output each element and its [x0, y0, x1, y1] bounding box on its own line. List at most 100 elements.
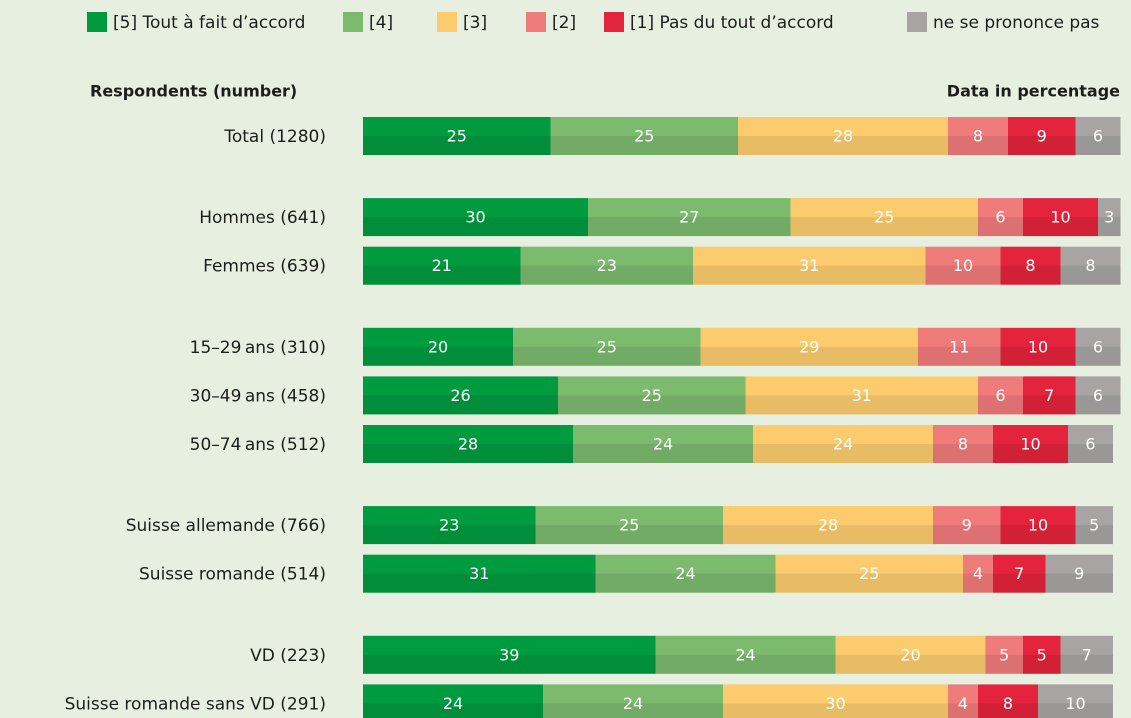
bar-shade [978, 703, 1038, 718]
segment-label: 28 [833, 127, 853, 146]
bar-segment [723, 684, 948, 718]
bar-shade [363, 217, 588, 237]
category-label: 30–49 ans (458) [190, 386, 326, 406]
category-label: Suisse romande sans VD (291) [65, 694, 326, 714]
bar-segment [693, 246, 926, 285]
bar-segment [775, 554, 963, 593]
bar-shade [1060, 265, 1121, 285]
segment-label: 28 [818, 516, 838, 535]
segment-label: 24 [653, 435, 673, 454]
segment-label: 20 [428, 337, 448, 356]
bar-segment [1023, 376, 1076, 415]
bar-segment [363, 506, 536, 545]
bar-shade [693, 265, 926, 285]
bar-segment [655, 635, 836, 674]
bar-shade [1000, 346, 1076, 366]
segment-label: 20 [900, 645, 920, 664]
segment-label: 26 [450, 386, 470, 405]
bar-shade [655, 654, 836, 674]
legend-label: [4] [369, 13, 393, 33]
segment-label: 10 [1065, 694, 1085, 713]
segment-label: 5 [1037, 645, 1047, 664]
bar-shade [1045, 573, 1113, 593]
bar-segment [363, 327, 513, 366]
bar-segment [363, 246, 521, 285]
bar-shade [745, 395, 978, 415]
segment-label: 39 [499, 645, 519, 664]
bar-shade [978, 395, 1023, 415]
segment-label: 8 [958, 435, 968, 454]
legend-swatch [604, 12, 624, 32]
bar-shade [1075, 136, 1121, 155]
bar-shade [1000, 265, 1061, 285]
bar-shade [1060, 654, 1113, 674]
segment-label: 30 [825, 694, 845, 713]
segment-label: 10 [953, 256, 973, 275]
bar-shade [948, 136, 1008, 155]
bar-segment [978, 684, 1038, 718]
bar-segment [363, 198, 588, 237]
bar-shade [363, 346, 513, 366]
segment-label: 23 [439, 516, 459, 535]
segment-label: 31 [469, 564, 489, 583]
bar-segment [1000, 246, 1061, 285]
legend-swatch [526, 12, 546, 32]
segment-label: 4 [973, 564, 983, 583]
bar-shade [558, 395, 746, 415]
bar-segment [363, 425, 573, 463]
segment-label: 21 [432, 256, 452, 275]
segment-label: 6 [1093, 127, 1103, 146]
bar-shade [985, 654, 1023, 674]
segment-label: 24 [675, 564, 695, 583]
bar-segment [993, 425, 1068, 463]
bar-segment [513, 327, 701, 366]
bar-shade [1000, 525, 1076, 545]
bar-shade [738, 136, 948, 155]
bar-shade [363, 136, 551, 155]
bar-segment [933, 425, 993, 463]
segment-label: 25 [642, 386, 662, 405]
bar-shade [775, 573, 963, 593]
bar-segment [925, 246, 1001, 285]
segment-label: 10 [1028, 516, 1048, 535]
segment-label: 6 [1085, 435, 1095, 454]
legend-label: [3] [463, 13, 487, 33]
header-right: Data in percentage [947, 82, 1120, 101]
bar-segment [948, 684, 978, 718]
header-left: Respondents (number) [90, 82, 297, 101]
bar-segment [558, 376, 746, 415]
bar-segment [978, 198, 1023, 237]
bar-segment [1068, 425, 1113, 463]
bar-segment [1075, 327, 1121, 366]
bar-segment [835, 635, 986, 674]
bar-segment [550, 117, 738, 155]
segment-label: 8 [1085, 256, 1095, 275]
segment-label: 7 [1014, 564, 1024, 583]
bar-shade [963, 573, 993, 593]
bar-segment [745, 376, 978, 415]
legend-swatch [437, 12, 457, 32]
category-label: Femmes (639) [203, 257, 326, 277]
segment-label: 5 [999, 645, 1009, 664]
segment-label: 7 [1044, 386, 1054, 405]
bar-shade [1075, 395, 1121, 415]
bar-segment [1023, 198, 1098, 237]
bar-shade [993, 573, 1046, 593]
legend-swatch [343, 12, 363, 32]
segment-label: 24 [735, 645, 755, 664]
segment-label: 6 [1093, 386, 1103, 405]
category-label: Suisse romande (514) [139, 565, 326, 585]
bar-shade [363, 573, 596, 593]
bar-segment [933, 506, 1001, 545]
bar-segment [978, 376, 1023, 415]
segment-label: 25 [634, 127, 654, 146]
bar-shade [753, 444, 933, 463]
segment-label: 9 [962, 516, 972, 535]
segment-label: 7 [1082, 645, 1092, 664]
bar-shade [1098, 217, 1121, 237]
bar-segment [1060, 635, 1113, 674]
bar-segment [588, 198, 791, 237]
bar-shade [535, 525, 723, 545]
legend-label: ne se prononce pas [933, 13, 1100, 33]
